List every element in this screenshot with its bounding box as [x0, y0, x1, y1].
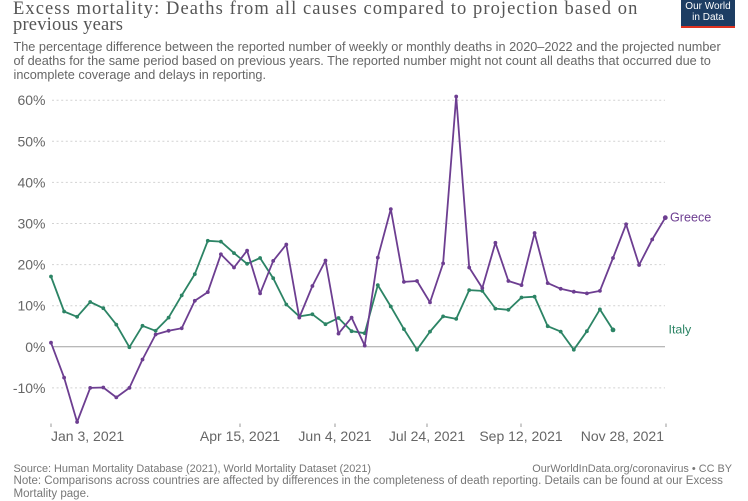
svg-text:0%: 0%	[25, 339, 45, 355]
svg-text:Sep 12, 2021: Sep 12, 2021	[479, 428, 563, 444]
svg-text:10%: 10%	[17, 298, 45, 314]
svg-text:50%: 50%	[17, 133, 45, 149]
svg-text:Apr 15, 2021: Apr 15, 2021	[200, 428, 280, 444]
svg-text:Italy: Italy	[669, 323, 693, 337]
svg-text:Jul 24, 2021: Jul 24, 2021	[389, 428, 465, 444]
svg-text:Nov 28, 2021: Nov 28, 2021	[581, 428, 664, 444]
svg-text:40%: 40%	[17, 174, 45, 190]
svg-text:30%: 30%	[17, 216, 45, 232]
svg-text:Jan 3, 2021: Jan 3, 2021	[51, 428, 124, 444]
svg-text:-10%: -10%	[13, 380, 46, 396]
svg-text:Jun 4, 2021: Jun 4, 2021	[298, 428, 371, 444]
svg-text:20%: 20%	[17, 257, 45, 273]
svg-text:Greece: Greece	[670, 211, 711, 225]
svg-text:60%: 60%	[17, 92, 45, 108]
